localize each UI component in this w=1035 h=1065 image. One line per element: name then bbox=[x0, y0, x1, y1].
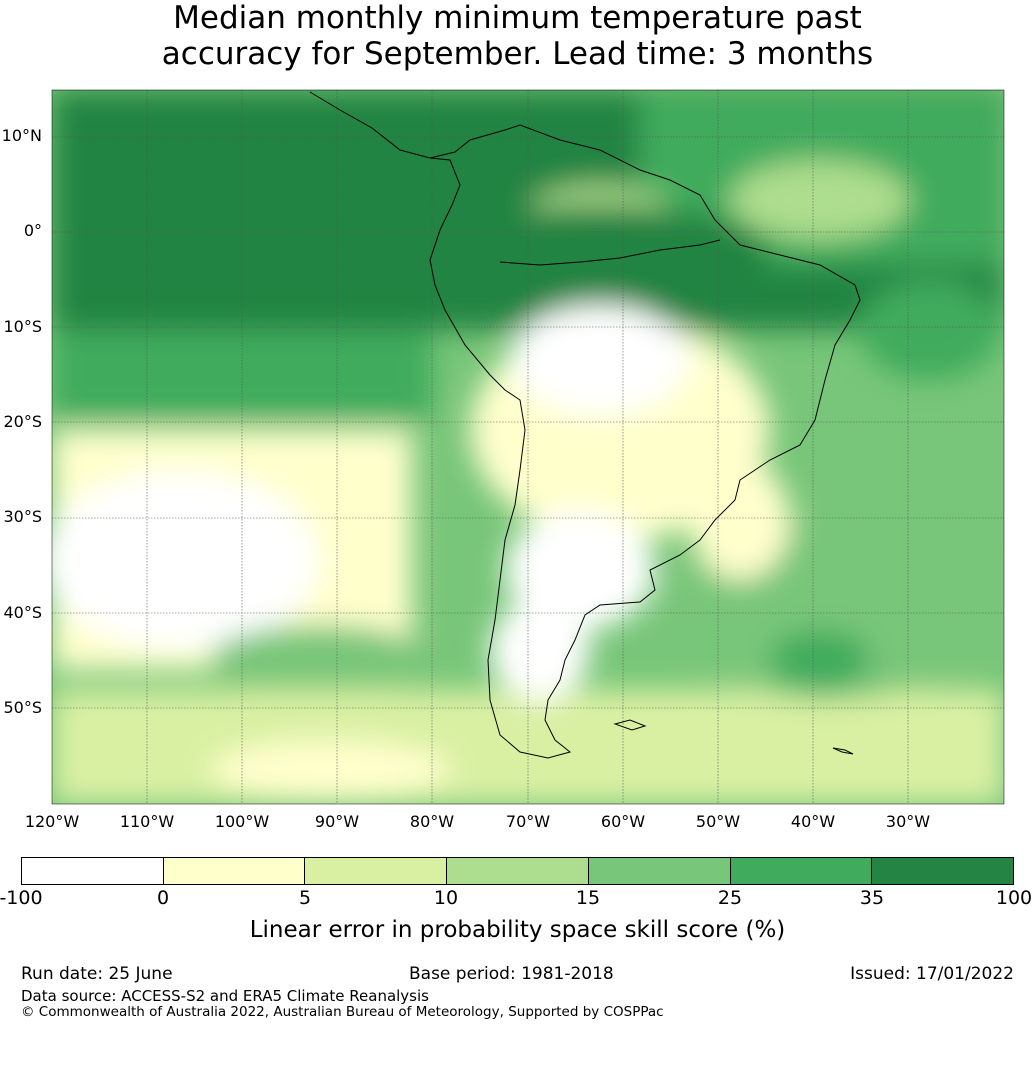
coastal-light bbox=[690, 460, 790, 580]
skill-score-map bbox=[51, 89, 1005, 805]
colorbar-tick: 15 bbox=[575, 887, 601, 909]
amazon-river bbox=[499, 239, 721, 266]
lon-label-80w: 80°W bbox=[409, 812, 455, 831]
colorbar-segment bbox=[588, 858, 731, 884]
patagonia-white bbox=[490, 600, 590, 700]
southern-white-patch bbox=[210, 740, 450, 800]
title-line-1: Median monthly minimum temperature past bbox=[173, 0, 862, 36]
colorbar bbox=[21, 857, 1014, 885]
lat-label-30s: 30°S bbox=[3, 507, 42, 526]
south-atlantic-dark bbox=[770, 630, 870, 690]
colorbar-tick: 5 bbox=[298, 887, 312, 909]
lat-label-0: 0° bbox=[23, 221, 42, 240]
pampas-white bbox=[505, 510, 655, 630]
interior-white bbox=[510, 305, 690, 415]
colorbar-tick: 10 bbox=[433, 887, 459, 909]
base-period: Base period: 1981-2018 bbox=[409, 964, 614, 984]
lon-label-40w: 40°W bbox=[790, 812, 836, 831]
colorbar-segment bbox=[730, 858, 873, 884]
lat-label-10n: 10°N bbox=[1, 126, 42, 145]
lon-label-50w: 50°W bbox=[695, 812, 741, 831]
lat-label-10s: 10°S bbox=[3, 317, 42, 336]
lon-label-60w: 60°W bbox=[600, 812, 646, 831]
title-line-2: accuracy for September. Lead time: 3 mon… bbox=[161, 36, 874, 72]
lat-label-20s: 20°S bbox=[3, 412, 42, 431]
colorbar-tick: 25 bbox=[717, 887, 743, 909]
data-source: Data source: ACCESS-S2 and ERA5 Climate … bbox=[21, 987, 429, 1005]
lon-label-110w: 110°W bbox=[119, 812, 175, 831]
run-date: Run date: 25 June bbox=[21, 964, 173, 984]
lon-label-120w: 120°W bbox=[24, 812, 80, 831]
lon-label-30w: 30°W bbox=[885, 812, 931, 831]
east-atlantic-dark bbox=[860, 280, 1000, 380]
lon-label-70w: 70°W bbox=[505, 812, 551, 831]
map-frame bbox=[51, 89, 1005, 805]
colorbar-label: Linear error in probability space skill … bbox=[249, 917, 786, 943]
lon-label-90w: 90°W bbox=[314, 812, 360, 831]
south-america-coastline bbox=[309, 91, 861, 759]
south-georgia bbox=[832, 747, 854, 755]
colorbar-tick: 100 bbox=[995, 887, 1033, 909]
falkland-islands bbox=[613, 719, 647, 731]
colorbar-segment bbox=[163, 858, 306, 884]
colorbar-tick: -100 bbox=[0, 887, 43, 909]
colorbar-segment bbox=[872, 858, 1014, 884]
south-pacific-white bbox=[52, 470, 320, 650]
south-pacific-green bbox=[210, 625, 430, 695]
atlantic-light-patch bbox=[730, 160, 910, 240]
colorbar-segment bbox=[305, 858, 448, 884]
colorbar-tick: 35 bbox=[859, 887, 885, 909]
lat-label-40s: 40°S bbox=[3, 603, 42, 622]
issued-date: Issued: 17/01/2022 bbox=[850, 964, 1014, 984]
lon-label-100w: 100°W bbox=[214, 812, 270, 831]
chart-title: Median monthly minimum temperature past … bbox=[0, 0, 1035, 72]
colorbar-segment bbox=[22, 858, 164, 884]
colorbar-segment bbox=[447, 858, 589, 884]
lat-label-50s: 50°S bbox=[3, 698, 42, 717]
colorbar-tick: 0 bbox=[156, 887, 170, 909]
copyright: © Commonwealth of Australia 2022, Austra… bbox=[21, 1004, 664, 1020]
map-gridlines bbox=[52, 90, 1004, 804]
amazon-dark-core bbox=[430, 205, 770, 295]
